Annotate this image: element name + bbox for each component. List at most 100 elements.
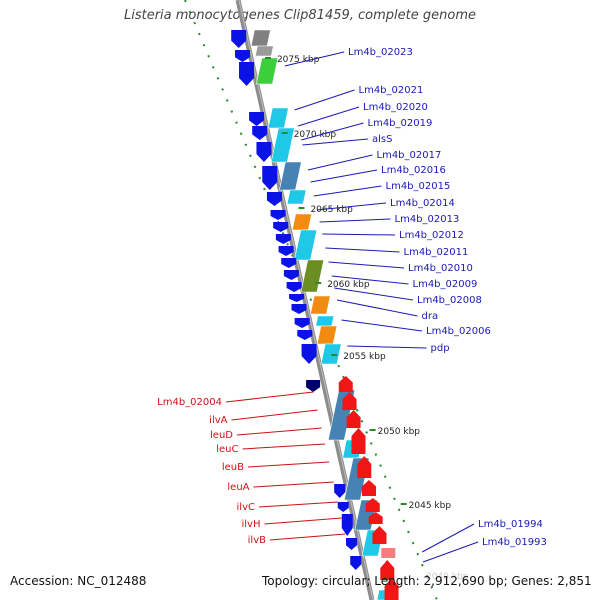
reverse-cds-arrow bbox=[368, 512, 383, 524]
forward-cds-arrow bbox=[294, 318, 310, 328]
genome-summary-text: Topology: circular; Length: 2,912,690 bp… bbox=[262, 574, 592, 588]
gene-leader-line bbox=[301, 122, 364, 141]
reverse-cds-arrow bbox=[351, 428, 366, 454]
reverse-gene-label: ilvH bbox=[242, 519, 261, 530]
gene-leader-line bbox=[253, 481, 334, 488]
forward-gene-label: Lm4b_02021 bbox=[359, 85, 424, 96]
gene-leader-line bbox=[284, 51, 345, 67]
gene-leader-line bbox=[242, 443, 326, 450]
forward-cds-arrow bbox=[266, 192, 282, 206]
forward-gene-label: Lm4b_01994 bbox=[478, 519, 543, 530]
gene-leader-line bbox=[269, 533, 346, 541]
forward-cds-arrow bbox=[235, 50, 251, 62]
kbp-label: 2055 kbp bbox=[343, 352, 386, 362]
gc-content-track bbox=[184, 0, 438, 600]
gene-leader-line bbox=[331, 275, 409, 285]
forward-cds-arrow bbox=[337, 502, 349, 512]
accession-text: Accession: NC_012488 bbox=[10, 574, 147, 588]
feature-block bbox=[294, 229, 318, 261]
forward-gene-label: Lm4b_02012 bbox=[399, 230, 464, 241]
forward-gene-label: Lm4b_02019 bbox=[368, 118, 433, 129]
feature-block bbox=[250, 29, 271, 47]
genome-backbone bbox=[235, 0, 375, 600]
gene-leader-line bbox=[264, 517, 342, 525]
gene-leader-line bbox=[347, 345, 427, 349]
feature-block bbox=[291, 213, 313, 231]
gene-leader-line bbox=[421, 523, 475, 553]
gene-leader-line bbox=[422, 541, 479, 563]
forward-gene-label: Lm4b_02008 bbox=[417, 295, 482, 306]
gene-leader-line bbox=[316, 202, 387, 211]
reverse-gene-label: leuB bbox=[222, 462, 244, 473]
gene-leader-line bbox=[325, 247, 400, 253]
forward-cds-arrow bbox=[273, 222, 289, 232]
forward-cds-arrow bbox=[301, 344, 317, 364]
forward-cds-arrow bbox=[262, 166, 278, 190]
reverse-cds-arrow bbox=[380, 560, 395, 580]
gene-leader-line bbox=[336, 299, 418, 317]
forward-cds-arrow bbox=[231, 30, 247, 48]
feature-block bbox=[316, 325, 338, 345]
feature-block bbox=[300, 259, 325, 293]
feature-block bbox=[286, 189, 307, 205]
forward-gene-label: Lm4b_02023 bbox=[348, 47, 413, 58]
genome-backbone-highlight bbox=[238, 0, 374, 600]
forward-gene-label: Lm4b_02009 bbox=[413, 279, 478, 290]
feature-block bbox=[254, 45, 274, 57]
forward-cds-arrow bbox=[289, 294, 305, 302]
forward-gene-label: dra bbox=[422, 311, 439, 322]
gene-leader-line bbox=[307, 154, 373, 171]
reverse-cds-arrow bbox=[365, 498, 380, 512]
forward-cds-arrow bbox=[341, 514, 353, 536]
reverse-cds-arrow bbox=[384, 578, 399, 600]
gene-leader-line bbox=[247, 461, 330, 468]
reverse-gene-label: leuC bbox=[216, 444, 238, 455]
reverse-gene-label: ilvB bbox=[248, 535, 266, 546]
kbp-label: 2075 kbp bbox=[277, 55, 320, 65]
forward-cds-arrow bbox=[278, 246, 294, 256]
gene-leader-line bbox=[319, 218, 391, 223]
forward-cds-arrow bbox=[270, 210, 286, 220]
reverse-cds-arrow bbox=[372, 526, 387, 544]
feature-block bbox=[279, 161, 302, 191]
kbp-label-faded: 2040 kbp bbox=[426, 572, 469, 582]
forward-cds-arrow bbox=[275, 234, 291, 244]
map-title: Listeria monocytogenes Clip81459, comple… bbox=[123, 8, 476, 23]
forward-gene-label: Lm4b_02015 bbox=[386, 181, 451, 192]
forward-cds-arrow bbox=[256, 142, 272, 162]
gene-leader-line bbox=[294, 89, 355, 111]
reverse-cds-arrow bbox=[346, 410, 361, 428]
forward-cds-arrow bbox=[350, 556, 362, 570]
forward-gene-label: Lm4b_02017 bbox=[377, 150, 442, 161]
gene-leader-line bbox=[236, 427, 322, 436]
gene-leader-line bbox=[313, 185, 382, 197]
kbp-label: 2045 kbp bbox=[409, 501, 452, 511]
reverse-cds-arrow bbox=[361, 480, 376, 496]
forward-cds-arrow bbox=[291, 304, 307, 314]
forward-cds-arrow bbox=[283, 270, 299, 280]
gene-leader-line bbox=[225, 391, 314, 403]
reverse-cds-arrow bbox=[342, 392, 357, 410]
kbp-label: 2070 kbp bbox=[294, 130, 337, 140]
gene-leader-line bbox=[231, 409, 318, 421]
reverse-gene-label: leuA bbox=[227, 482, 249, 493]
forward-cds-arrow bbox=[297, 330, 313, 340]
gene-leader-line bbox=[322, 233, 396, 236]
forward-gene-label: Lm4b_01993 bbox=[482, 537, 547, 548]
forward-gene-label: Lm4b_02011 bbox=[404, 247, 469, 258]
kbp-label: 2060 kbp bbox=[327, 280, 370, 290]
forward-cds-arrow bbox=[249, 112, 265, 126]
gene-leader-line bbox=[297, 106, 360, 127]
forward-cds-arrow bbox=[306, 380, 321, 392]
gene-leader-line bbox=[334, 287, 414, 301]
reverse-gene-label: Lm4b_02004 bbox=[157, 397, 222, 408]
reverse-gene-label: ilvA bbox=[209, 415, 227, 426]
reverse-gene-label: ilvC bbox=[237, 502, 255, 513]
reverse-cds-arrow bbox=[338, 376, 353, 392]
gene-leader-line bbox=[302, 138, 369, 146]
forward-gene-label: Lm4b_02010 bbox=[408, 263, 473, 274]
pseudo-gene-block bbox=[381, 548, 396, 558]
gene-leader-line bbox=[258, 501, 339, 508]
gene-leader-line bbox=[328, 261, 405, 269]
